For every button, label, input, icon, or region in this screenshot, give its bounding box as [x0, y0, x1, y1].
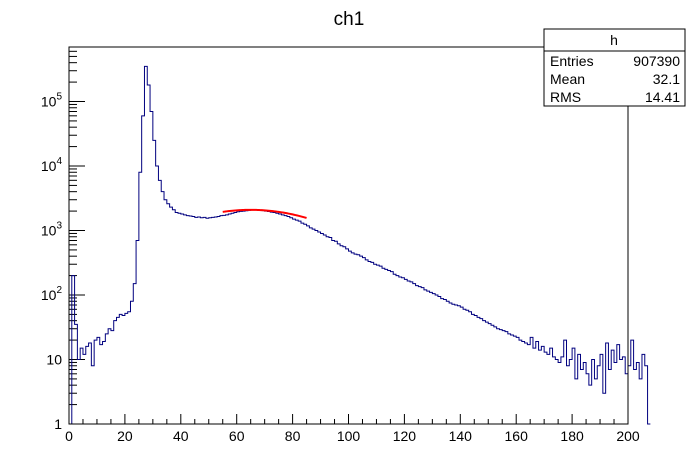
x-tick-label: 180 [560, 428, 584, 444]
x-tick-label: 140 [449, 428, 473, 444]
y-tick-label: 102 [41, 285, 63, 303]
x-axis-ticks [68, 414, 629, 424]
chart-title: ch1 [334, 9, 365, 30]
stats-rms-label: RMS [550, 89, 581, 105]
stats-entries-value: 907390 [633, 53, 680, 69]
x-tick-label: 160 [505, 428, 529, 444]
fit-curve [222, 208, 307, 219]
x-tick-label: 20 [117, 428, 133, 444]
stats-mean-value: 32.1 [653, 71, 680, 87]
y-tick-label: 104 [41, 156, 63, 174]
y-tick-label: 10 [46, 352, 62, 368]
x-tick-label: 200 [616, 428, 640, 444]
x-tick-label: 120 [393, 428, 417, 444]
y-tick-label: 103 [41, 221, 63, 239]
stats-box-name: h [610, 32, 618, 48]
plot-frame [68, 46, 629, 425]
y-axis-tick-labels: 1 10 102 103 104 105 [41, 92, 63, 432]
y-tick-label: 105 [41, 92, 63, 110]
x-tick-label: 0 [65, 428, 73, 444]
stats-box: h Entries 907390 Mean 32.1 RMS 14.41 [543, 28, 686, 107]
x-tick-label: 40 [173, 428, 189, 444]
histogram-series-line [69, 65, 651, 425]
x-tick-label: 100 [337, 428, 361, 444]
stats-box-frame [543, 28, 686, 107]
x-tick-label: 80 [285, 428, 301, 444]
x-tick-label: 60 [229, 428, 245, 444]
stats-entries-label: Entries [550, 53, 594, 69]
y-tick-label: 1 [54, 416, 62, 432]
stats-rms-value: 14.41 [645, 89, 680, 105]
stats-mean-label: Mean [550, 71, 585, 87]
x-axis-tick-labels: 0 20 40 60 80 100 120 140 160 180 200 [65, 428, 640, 444]
